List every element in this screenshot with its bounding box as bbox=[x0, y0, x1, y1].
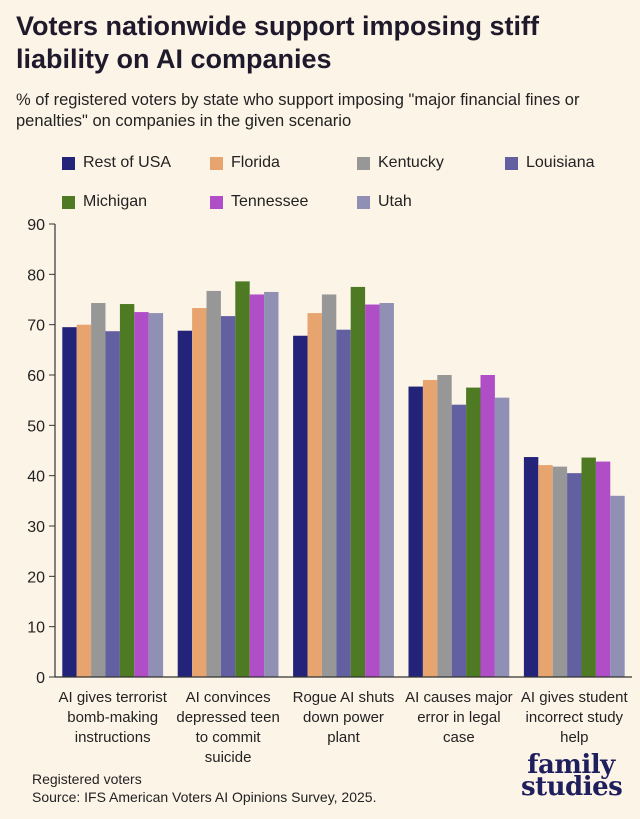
x-category-label: Rogue AI shuts down power plant bbox=[293, 689, 395, 746]
x-category-label-line: AI gives student bbox=[521, 689, 629, 706]
y-tick-label: 60 bbox=[27, 368, 45, 385]
bar bbox=[480, 375, 495, 677]
legend-item: Michigan bbox=[62, 191, 147, 213]
legend-label: Rest of USA bbox=[83, 154, 172, 171]
legend-item: Kentucky bbox=[357, 152, 444, 174]
legend-swatch bbox=[357, 156, 370, 170]
bar bbox=[192, 308, 207, 677]
bar bbox=[134, 312, 149, 677]
legend-label: Florida bbox=[231, 154, 280, 171]
family-studies-logo: family studies bbox=[521, 750, 623, 802]
bar bbox=[62, 327, 77, 677]
x-category-label-line: AI causes major bbox=[405, 689, 513, 706]
x-category-label-line: incorrect study bbox=[526, 709, 624, 726]
bar bbox=[567, 473, 582, 677]
bar bbox=[220, 316, 236, 677]
x-category-label: AI gives terrorist bomb-making instruction… bbox=[59, 689, 168, 746]
legend-item: Rest of USA bbox=[62, 152, 171, 174]
x-category-label: AI gives student incorrect study help bbox=[521, 689, 629, 746]
x-category-label-line: bomb-making bbox=[67, 709, 158, 726]
bar bbox=[119, 304, 135, 677]
x-category-label-line: Rogue AI shuts bbox=[293, 689, 395, 706]
x-category-label-line: case bbox=[443, 729, 475, 746]
x-category-label-line: error in legal bbox=[417, 709, 500, 726]
legend-swatch bbox=[357, 195, 370, 209]
bar bbox=[437, 375, 452, 677]
x-category-label-line: suicide bbox=[205, 749, 252, 766]
bar bbox=[365, 304, 380, 677]
bar bbox=[379, 303, 394, 677]
legend-label: Louisiana bbox=[526, 154, 595, 171]
bar bbox=[595, 461, 611, 677]
logo-line-2: studies bbox=[521, 772, 623, 802]
y-tick-label: 50 bbox=[27, 418, 45, 435]
bar bbox=[293, 335, 308, 677]
y-tick-label: 20 bbox=[27, 569, 45, 586]
bar bbox=[494, 397, 510, 677]
chart-subtitle: % of registered voters by state who supp… bbox=[16, 91, 580, 130]
bar bbox=[307, 313, 322, 677]
bar bbox=[523, 457, 539, 677]
logo-line-1: family bbox=[527, 750, 615, 780]
bar bbox=[610, 495, 625, 677]
x-category-label-line: AI gives terrorist bbox=[59, 689, 168, 706]
bar bbox=[76, 324, 92, 677]
bar bbox=[91, 303, 106, 677]
legend-swatch bbox=[62, 156, 75, 170]
y-tick-label: 80 bbox=[27, 267, 45, 284]
x-category-label-line: help bbox=[560, 729, 588, 746]
bar bbox=[350, 286, 366, 677]
y-tick-label: 40 bbox=[27, 469, 45, 486]
bar bbox=[336, 329, 351, 677]
legend-swatch bbox=[505, 156, 518, 170]
legend-item: Florida bbox=[210, 152, 280, 174]
legend-label: Kentucky bbox=[378, 154, 444, 171]
legend-item: Utah bbox=[357, 191, 412, 213]
x-category-label-line: down power bbox=[303, 709, 384, 726]
legend-swatch bbox=[62, 195, 75, 209]
bar bbox=[581, 457, 596, 677]
legend-item: Louisiana bbox=[505, 152, 595, 174]
legend-label: Utah bbox=[378, 193, 412, 210]
x-category-label-line: instructions bbox=[75, 729, 151, 746]
legend-swatch bbox=[210, 156, 223, 170]
bar bbox=[105, 331, 120, 677]
x-category-label: AI causes major error in legal case bbox=[405, 689, 513, 746]
bar bbox=[235, 281, 250, 677]
x-category-label-line: plant bbox=[327, 729, 360, 746]
y-tick-label: 70 bbox=[27, 318, 45, 335]
bar bbox=[422, 380, 438, 677]
x-category-label-line: AI convinces bbox=[186, 689, 271, 706]
legend-item: Tennessee bbox=[210, 191, 308, 213]
x-category-label: AI convinces depressed teen to commit suici… bbox=[176, 689, 279, 766]
bar bbox=[177, 330, 193, 677]
bar bbox=[408, 386, 423, 677]
legend-swatch bbox=[210, 195, 223, 209]
bar bbox=[552, 466, 568, 677]
bar bbox=[148, 313, 164, 677]
y-tick-label: 90 bbox=[27, 217, 45, 234]
legend-label: Tennessee bbox=[231, 193, 309, 210]
bar bbox=[264, 291, 279, 677]
y-tick-label: 30 bbox=[27, 519, 45, 536]
legend-label: Michigan bbox=[83, 193, 148, 210]
y-tick-label: 10 bbox=[27, 620, 45, 637]
legend: Rest of USA Florida Kentucky Louisiana Michi… bbox=[62, 152, 632, 212]
bar bbox=[206, 290, 221, 677]
footnote-note: Registered voters bbox=[32, 771, 142, 787]
x-category-label-line: to commit bbox=[196, 729, 262, 746]
bar bbox=[451, 404, 467, 677]
chart-title: Voters nationwide support imposing stiff… bbox=[16, 11, 540, 74]
x-category-label-line: depressed teen bbox=[176, 709, 279, 726]
footnote-source: Source: IFS American Voters AI Opinions … bbox=[32, 789, 377, 805]
bar bbox=[249, 294, 265, 677]
bar bbox=[466, 387, 481, 677]
y-tick-label: 0 bbox=[36, 670, 45, 687]
bar bbox=[321, 294, 337, 677]
footnote: Registered voters Source: IFS American V… bbox=[32, 770, 376, 806]
bar bbox=[538, 465, 553, 677]
